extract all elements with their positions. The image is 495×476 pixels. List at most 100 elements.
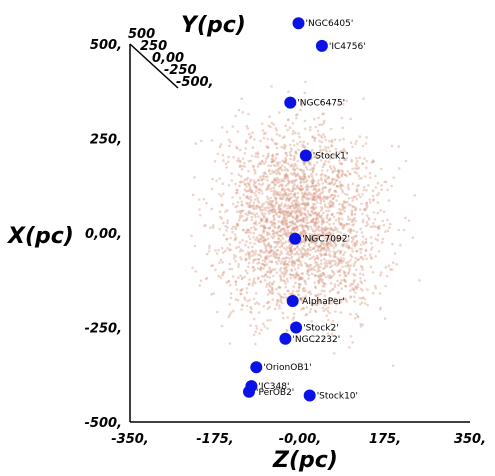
star-point	[285, 248, 288, 251]
star-point	[305, 188, 309, 192]
star-point	[258, 332, 262, 335]
star-point	[342, 227, 345, 230]
star-point	[347, 183, 350, 187]
star-point	[280, 202, 284, 205]
star-point	[245, 240, 248, 243]
star-point	[316, 194, 320, 198]
star-point	[324, 264, 327, 267]
star-point	[367, 218, 371, 221]
star-point	[359, 280, 363, 283]
star-point	[322, 246, 326, 250]
star-point	[326, 234, 330, 238]
star-point	[287, 210, 290, 213]
star-point	[295, 252, 298, 256]
star-point	[274, 199, 278, 202]
star-point	[338, 138, 342, 142]
star-point	[293, 192, 296, 195]
star-point	[338, 162, 342, 165]
star-point	[305, 203, 309, 207]
star-point	[320, 234, 324, 238]
star-point	[318, 123, 321, 127]
star-point	[270, 160, 273, 164]
star-point	[278, 269, 282, 272]
star-point	[316, 227, 320, 230]
star-point	[338, 222, 342, 225]
star-point	[334, 261, 338, 264]
star-point	[354, 257, 357, 260]
star-point	[303, 252, 306, 255]
star-point	[325, 209, 328, 213]
star-point	[289, 165, 293, 168]
star-point	[311, 220, 315, 223]
star-point	[311, 135, 315, 138]
star-point	[319, 173, 323, 177]
star-point	[260, 211, 264, 215]
star-point	[255, 236, 259, 239]
star-point	[374, 174, 377, 178]
star-point	[267, 300, 271, 304]
star-point	[264, 248, 268, 251]
star-point	[295, 199, 298, 203]
star-point	[237, 262, 240, 266]
star-point	[262, 235, 265, 239]
star-point	[259, 280, 262, 284]
star-point	[309, 193, 313, 196]
star-point	[300, 211, 304, 214]
star-point	[215, 252, 219, 255]
star-point	[293, 168, 297, 172]
star-point	[325, 216, 329, 220]
star-point	[351, 199, 355, 202]
star-point	[315, 173, 318, 176]
star-point	[340, 243, 344, 246]
star-point	[244, 212, 247, 215]
star-point	[284, 177, 288, 180]
star-point	[264, 256, 268, 260]
star-point	[315, 161, 319, 164]
star-point	[252, 236, 255, 239]
star-point	[259, 255, 263, 259]
star-point	[269, 250, 273, 253]
star-point	[264, 273, 267, 276]
star-point	[333, 167, 337, 170]
star-point	[390, 268, 394, 272]
star-point	[295, 210, 299, 213]
star-point	[273, 210, 277, 214]
star-point	[277, 171, 281, 175]
star-point	[257, 258, 260, 261]
star-point	[354, 195, 358, 198]
star-point	[307, 175, 311, 179]
star-point	[272, 178, 276, 182]
star-point	[271, 229, 275, 233]
star-point	[285, 174, 289, 177]
star-point	[261, 224, 264, 228]
star-point	[372, 211, 376, 214]
star-point	[311, 182, 315, 185]
star-point	[244, 141, 248, 144]
star-point	[311, 239, 315, 242]
star-point	[253, 170, 257, 173]
star-point	[381, 219, 385, 223]
star-point	[331, 319, 335, 323]
star-point	[328, 195, 332, 198]
star-point	[293, 144, 296, 147]
star-point	[276, 242, 280, 246]
star-point	[284, 231, 288, 234]
star-point	[397, 228, 401, 232]
star-point	[296, 293, 300, 296]
star-point	[310, 220, 313, 223]
star-point	[279, 230, 282, 233]
star-point	[291, 292, 294, 296]
star-point	[221, 203, 224, 207]
star-point	[279, 212, 283, 215]
star-point	[306, 203, 310, 206]
star-point	[293, 262, 297, 266]
star-point	[344, 274, 348, 278]
star-point	[301, 272, 305, 275]
star-point	[302, 195, 306, 199]
star-point	[228, 144, 231, 148]
star-point	[321, 217, 325, 220]
star-point	[292, 130, 295, 133]
star-point	[284, 210, 288, 213]
star-point	[326, 306, 330, 309]
star-point	[274, 143, 278, 146]
